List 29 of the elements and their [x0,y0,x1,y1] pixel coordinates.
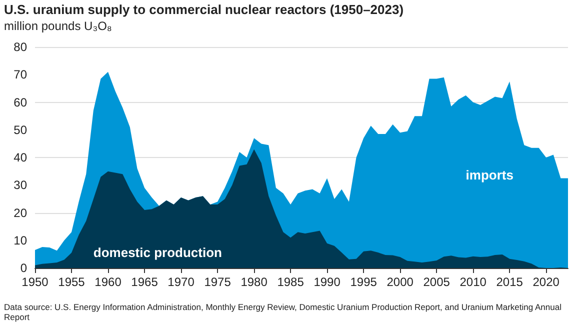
y-tick-label: 20 [14,206,28,220]
y-tick-label: 30 [14,178,28,192]
x-tick-label: 1950 [22,275,49,289]
x-tick-label: 2005 [423,275,450,289]
x-tick-label: 1970 [168,275,195,289]
x-tick-label: 1960 [94,275,122,289]
x-tick-label: 2000 [386,275,414,289]
chart-subtitle: million pounds U₃O₈ [4,19,112,33]
y-tick-label: 60 [14,95,28,110]
y-tick-label: 70 [14,68,28,82]
y-tick-label: 50 [14,122,28,137]
x-tick-label: 1990 [314,275,341,289]
series-label: imports [466,168,514,183]
x-tick-label: 1980 [240,275,268,289]
x-tick-label: 2010 [460,275,487,289]
x-tick-label: 1995 [350,275,378,289]
x-tick-label: 2015 [496,275,524,289]
source-note: Data source: U.S. Energy Information Administration, Monthly Energy Review, Domestic Uranium Production Report, and Uranium Marketing Annual Report [4,302,562,322]
x-tick-label: 2020 [532,275,560,289]
x-tick-label: 1965 [131,275,158,289]
y-tick-label: 0 [20,261,28,275]
x-tick-label: 1955 [58,275,86,289]
y-tick-label: 80 [14,40,28,54]
y-tick-label: 40 [14,150,28,164]
x-tick-label: 1975 [204,275,232,289]
x-tick-label: 1985 [277,275,304,289]
series-label: domestic production [93,244,222,260]
chart-title: U.S. uranium supply to commercial nuclear reactors (1950–2023) [4,2,404,17]
y-tick-label: 10 [14,233,28,248]
